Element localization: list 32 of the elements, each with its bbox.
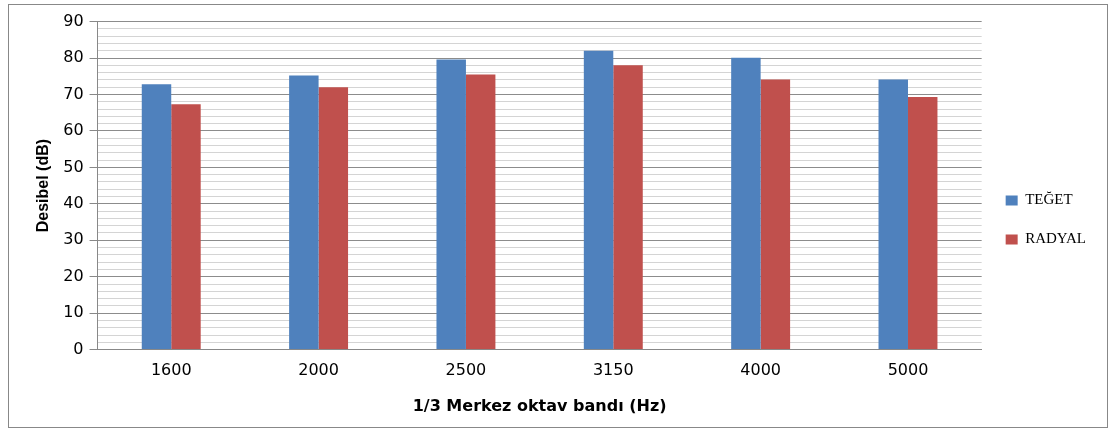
x-tick-label: 4000: [740, 360, 781, 380]
y-tick-label: 20: [63, 265, 84, 285]
x-tick-label: 3150: [592, 360, 634, 380]
bar: [583, 50, 614, 350]
legend-label: TEĞET: [1025, 191, 1073, 208]
bar: [289, 75, 319, 350]
y-axis-title: Desibel (dB): [34, 138, 52, 233]
bar: [436, 59, 466, 350]
y-tick-label: 40: [63, 192, 84, 212]
y-tick-label: 70: [63, 83, 84, 103]
bar: [760, 79, 791, 350]
bar: [465, 74, 496, 350]
y-tick-label: 10: [63, 302, 84, 322]
bar: [878, 79, 908, 350]
y-tick-label: 50: [63, 156, 84, 176]
x-tick-label: 2000: [298, 360, 339, 380]
y-tick-label: 60: [63, 120, 84, 140]
y-tick-label: 80: [63, 47, 84, 67]
bar: [171, 104, 201, 350]
bar: [613, 65, 643, 350]
legend-label: RADYAL: [1025, 230, 1087, 247]
x-tick-label: 5000: [887, 360, 929, 380]
bar: [318, 87, 349, 350]
bar: [141, 84, 172, 350]
bar: [907, 97, 938, 350]
x-tick-label: 2500: [445, 360, 487, 380]
y-tick-label: 0: [73, 338, 84, 358]
bar: [731, 57, 761, 350]
x-tick-label: 1600: [150, 360, 192, 380]
y-tick-label: 90: [63, 10, 84, 30]
y-tick-label: 30: [63, 229, 84, 249]
x-axis-title: 1/3 Merkez oktav bandı (Hz): [412, 395, 667, 415]
